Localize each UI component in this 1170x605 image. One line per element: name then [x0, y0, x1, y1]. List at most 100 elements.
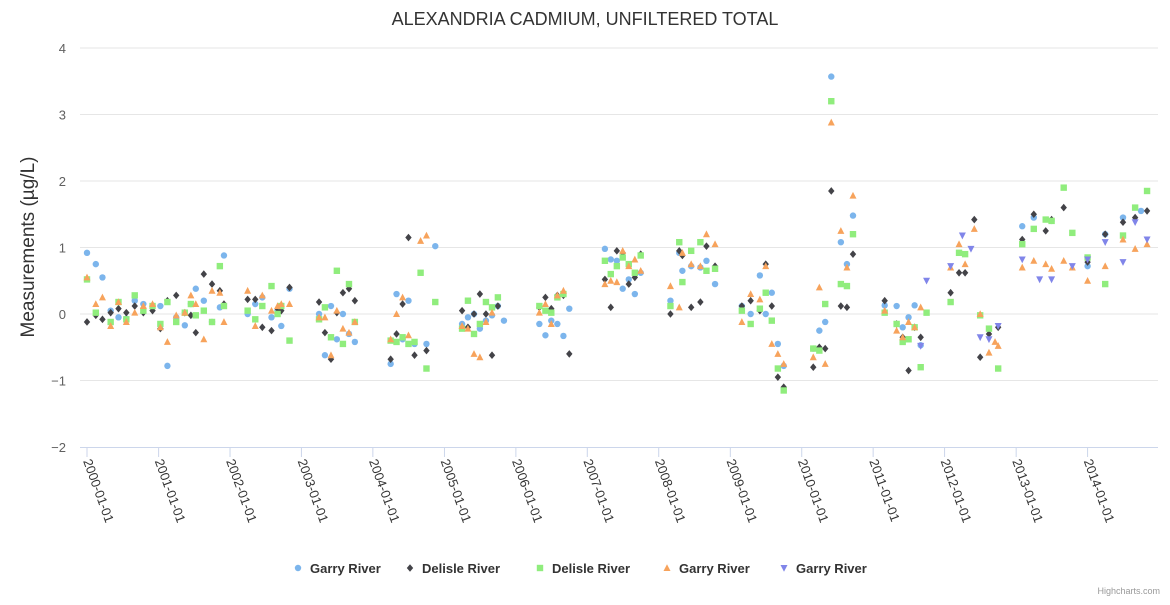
data-point[interactable] — [679, 278, 686, 286]
data-point[interactable] — [494, 294, 502, 301]
data-point[interactable] — [482, 318, 490, 325]
data-point[interactable] — [405, 297, 412, 304]
data-point[interactable] — [286, 300, 294, 308]
data-point[interactable] — [107, 318, 114, 326]
data-point[interactable] — [464, 324, 472, 332]
data-point[interactable] — [131, 302, 138, 310]
data-point[interactable] — [1119, 218, 1127, 227]
data-point[interactable] — [315, 298, 323, 306]
data-point[interactable] — [675, 303, 683, 311]
data-point[interactable] — [893, 320, 900, 328]
data-point[interactable] — [1101, 280, 1109, 288]
data-point[interactable] — [917, 342, 925, 350]
data-point[interactable] — [985, 348, 993, 356]
data-point[interactable] — [1101, 262, 1109, 270]
data-point[interactable] — [849, 191, 857, 199]
data-point[interactable] — [961, 268, 969, 277]
data-point[interactable] — [613, 247, 621, 255]
legend-item[interactable]: Garry River — [663, 561, 750, 576]
data-point[interactable] — [625, 276, 632, 283]
data-point[interactable] — [687, 260, 695, 268]
data-point[interactable] — [252, 300, 259, 308]
data-point[interactable] — [351, 338, 359, 346]
data-point[interactable] — [1019, 240, 1026, 248]
data-point[interactable] — [164, 298, 171, 306]
data-point[interactable] — [251, 322, 259, 329]
data-point[interactable] — [676, 238, 683, 246]
data-point[interactable] — [464, 297, 472, 304]
data-point[interactable] — [208, 280, 216, 288]
data-point[interactable] — [923, 309, 930, 316]
data-point[interactable] — [1048, 276, 1056, 284]
data-point[interactable] — [173, 291, 180, 300]
data-point[interactable] — [837, 302, 845, 310]
data-point[interactable] — [1119, 232, 1127, 239]
data-point[interactable] — [828, 73, 835, 80]
data-point[interactable] — [274, 302, 282, 310]
data-point[interactable] — [216, 262, 224, 270]
data-point[interactable] — [333, 267, 341, 274]
data-point[interactable] — [893, 326, 901, 334]
data-point[interactable] — [837, 280, 845, 288]
data-point[interactable] — [994, 342, 1002, 349]
data-point[interactable] — [1084, 262, 1091, 270]
data-point[interactable] — [476, 290, 484, 298]
data-point[interactable] — [535, 308, 543, 316]
data-point[interactable] — [123, 308, 130, 317]
data-point[interactable] — [774, 350, 782, 357]
data-point[interactable] — [1137, 207, 1145, 215]
data-point[interactable] — [252, 295, 259, 304]
data-point[interactable] — [780, 360, 788, 367]
data-point[interactable] — [955, 240, 963, 248]
legend-symbol[interactable] — [780, 565, 788, 572]
data-point[interactable] — [208, 318, 216, 326]
data-point[interactable] — [172, 311, 180, 319]
data-point[interactable] — [923, 277, 931, 285]
data-point[interactable] — [703, 257, 710, 264]
data-point[interactable] — [345, 280, 353, 288]
data-point[interactable] — [666, 282, 674, 290]
data-point[interactable] — [613, 257, 621, 264]
data-point[interactable] — [1019, 223, 1026, 230]
data-point[interactable] — [92, 260, 100, 268]
data-point[interactable] — [828, 98, 835, 105]
data-point[interactable] — [476, 353, 484, 361]
data-point[interactable] — [327, 302, 335, 310]
data-point[interactable] — [321, 313, 329, 321]
legend-item[interactable]: Garry River — [294, 561, 381, 576]
data-point[interactable] — [173, 318, 180, 326]
data-point[interactable] — [560, 332, 567, 340]
legend-item[interactable]: Delisle River — [406, 561, 500, 576]
data-point[interactable] — [768, 302, 775, 310]
data-point[interactable] — [351, 296, 359, 305]
data-point[interactable] — [405, 340, 412, 348]
data-point[interactable] — [393, 290, 400, 298]
data-point[interactable] — [156, 323, 164, 331]
data-point[interactable] — [274, 310, 281, 318]
data-point[interactable] — [1119, 259, 1127, 266]
data-point[interactable] — [899, 333, 907, 341]
data-point[interactable] — [637, 252, 644, 259]
data-point[interactable] — [399, 300, 406, 308]
data-point[interactable] — [697, 298, 704, 306]
data-point[interactable] — [1069, 229, 1076, 237]
data-point[interactable] — [115, 314, 122, 321]
data-point[interactable] — [667, 310, 674, 318]
data-point[interactable] — [905, 318, 913, 325]
data-point[interactable] — [220, 252, 228, 259]
data-point[interactable] — [774, 340, 782, 348]
data-point[interactable] — [405, 233, 412, 242]
data-point[interactable] — [1131, 213, 1139, 222]
data-point[interactable] — [1131, 219, 1139, 227]
data-point[interactable] — [1101, 230, 1109, 238]
data-point[interactable] — [268, 282, 275, 290]
data-point[interactable] — [762, 310, 769, 318]
data-point[interactable] — [994, 322, 1002, 330]
data-point[interactable] — [1143, 187, 1151, 195]
data-point[interactable] — [417, 237, 425, 244]
data-point[interactable] — [1019, 235, 1026, 244]
data-point[interactable] — [411, 351, 418, 360]
data-point[interactable] — [1030, 210, 1037, 219]
data-point[interactable] — [321, 352, 329, 359]
data-point[interactable] — [849, 250, 857, 258]
